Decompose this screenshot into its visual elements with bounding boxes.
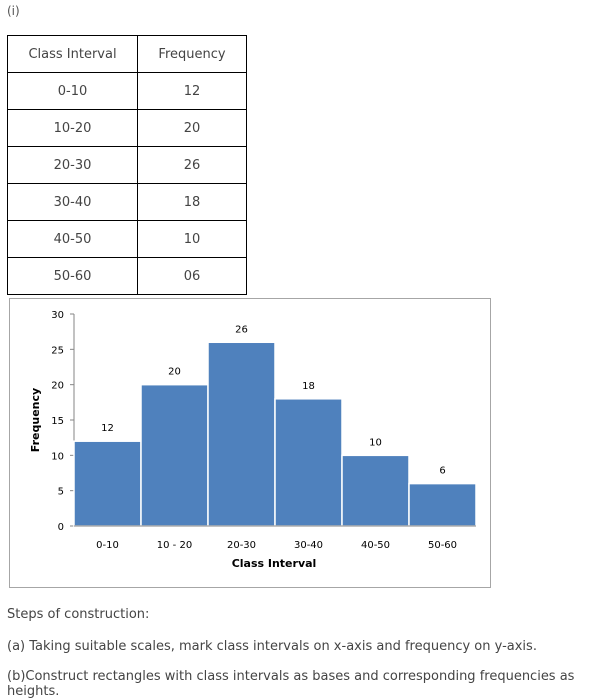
step-a: (a) Taking suitable scales, mark class i… [7, 639, 537, 654]
y-tick-label: 20 [51, 381, 64, 392]
histogram-bar [408, 482, 477, 527]
table-header-row: Class Interval Frequency [7, 35, 247, 73]
histogram-svg: 0 5 10 15 20 25 30 12 20 26 18 10 6 0-10 10 - 20 20-3… [29, 310, 477, 570]
histogram-bar [341, 454, 410, 527]
cell-frequency: 26 [137, 146, 247, 184]
y-tick-label: 10 [51, 451, 64, 462]
frequency-table: Class Interval Frequency 0-10 12 10-20 2… [7, 35, 247, 295]
histogram-bar [140, 383, 209, 527]
cell-class-interval: 10-20 [7, 109, 138, 147]
x-axis-title: Class Interval [232, 557, 317, 570]
histogram-bar [73, 440, 142, 527]
cell-class-interval: 20-30 [7, 146, 138, 184]
bars: 12 20 26 18 10 6 [73, 324, 477, 527]
bar-data-label: 6 [439, 466, 445, 477]
y-tick-label: 25 [51, 345, 64, 356]
cell-frequency: 20 [137, 109, 247, 147]
cell-frequency: 12 [137, 72, 247, 110]
table-row: 50-60 06 [7, 257, 247, 295]
cell-class-interval: 0-10 [7, 72, 138, 110]
cell-frequency: 06 [137, 257, 247, 295]
steps-heading: Steps of construction: [7, 607, 150, 622]
bar-data-label: 10 [369, 437, 382, 448]
table-row: 40-50 10 [7, 220, 247, 258]
cell-class-interval: 50-60 [7, 257, 138, 295]
y-axis: 0 5 10 15 20 25 30 [51, 310, 75, 533]
y-axis-title: Frequency [29, 388, 42, 452]
y-tick-label: 15 [51, 416, 64, 427]
y-tick-label: 5 [58, 487, 64, 498]
header-class-interval: Class Interval [7, 35, 138, 73]
y-tick-label: 30 [51, 310, 64, 321]
bar-data-label: 20 [168, 367, 181, 378]
cell-class-interval: 40-50 [7, 220, 138, 258]
x-tick-label: 50-60 [428, 540, 457, 551]
histogram-chart: 0 5 10 15 20 25 30 12 20 26 18 10 6 0-10 10 - 20 20-3… [9, 298, 491, 588]
table-row: 20-30 26 [7, 146, 247, 184]
cell-class-interval: 30-40 [7, 183, 138, 221]
cell-frequency: 10 [137, 220, 247, 258]
bar-data-label: 12 [101, 423, 114, 434]
y-tick-label: 0 [58, 522, 64, 533]
step-b: (b)Construct rectangles with class inter… [7, 669, 575, 699]
x-tick-label: 10 - 20 [157, 540, 192, 551]
x-tick-label: 0-10 [96, 540, 119, 551]
histogram-bar [274, 398, 343, 527]
x-axis: 0-10 10 - 20 20-30 30-40 40-50 50-60 [74, 525, 476, 551]
header-frequency: Frequency [137, 35, 247, 73]
table-row: 0-10 12 [7, 72, 247, 110]
table-row: 10-20 20 [7, 109, 247, 147]
part-label: (i) [7, 4, 20, 18]
x-tick-label: 40-50 [361, 540, 390, 551]
x-tick-label: 20-30 [227, 540, 256, 551]
cell-frequency: 18 [137, 183, 247, 221]
x-tick-label: 30-40 [294, 540, 323, 551]
bar-data-label: 18 [302, 381, 315, 392]
bar-data-label: 26 [235, 324, 248, 335]
table-row: 30-40 18 [7, 183, 247, 221]
histogram-bar [207, 341, 276, 527]
